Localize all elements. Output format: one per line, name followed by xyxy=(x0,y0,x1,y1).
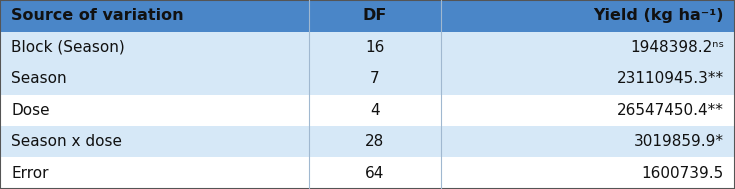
Text: Yield (kg ha⁻¹): Yield (kg ha⁻¹) xyxy=(593,8,724,23)
Text: 1948398.2ⁿˢ: 1948398.2ⁿˢ xyxy=(630,40,724,55)
Text: 64: 64 xyxy=(365,166,384,181)
FancyBboxPatch shape xyxy=(309,94,441,126)
FancyBboxPatch shape xyxy=(309,157,441,189)
Text: 16: 16 xyxy=(365,40,384,55)
Text: 26547450.4**: 26547450.4** xyxy=(617,103,724,118)
FancyBboxPatch shape xyxy=(441,94,735,126)
FancyBboxPatch shape xyxy=(309,0,441,32)
Text: DF: DF xyxy=(362,8,387,23)
FancyBboxPatch shape xyxy=(0,32,309,63)
FancyBboxPatch shape xyxy=(441,126,735,157)
Text: Dose: Dose xyxy=(11,103,50,118)
FancyBboxPatch shape xyxy=(0,0,309,32)
Text: 7: 7 xyxy=(370,71,380,86)
FancyBboxPatch shape xyxy=(441,63,735,94)
FancyBboxPatch shape xyxy=(0,126,309,157)
Text: 1600739.5: 1600739.5 xyxy=(642,166,724,181)
Text: 4: 4 xyxy=(370,103,380,118)
FancyBboxPatch shape xyxy=(441,0,735,32)
FancyBboxPatch shape xyxy=(0,157,309,189)
FancyBboxPatch shape xyxy=(441,157,735,189)
Text: Block (Season): Block (Season) xyxy=(11,40,125,55)
Text: 23110945.3**: 23110945.3** xyxy=(617,71,724,86)
FancyBboxPatch shape xyxy=(0,63,309,94)
Text: 3019859.9*: 3019859.9* xyxy=(634,134,724,149)
Text: 28: 28 xyxy=(365,134,384,149)
FancyBboxPatch shape xyxy=(0,94,309,126)
FancyBboxPatch shape xyxy=(309,126,441,157)
Text: Source of variation: Source of variation xyxy=(11,8,184,23)
FancyBboxPatch shape xyxy=(309,32,441,63)
Text: Error: Error xyxy=(11,166,49,181)
FancyBboxPatch shape xyxy=(309,63,441,94)
FancyBboxPatch shape xyxy=(441,32,735,63)
Text: Season x dose: Season x dose xyxy=(11,134,122,149)
Text: Season: Season xyxy=(11,71,67,86)
